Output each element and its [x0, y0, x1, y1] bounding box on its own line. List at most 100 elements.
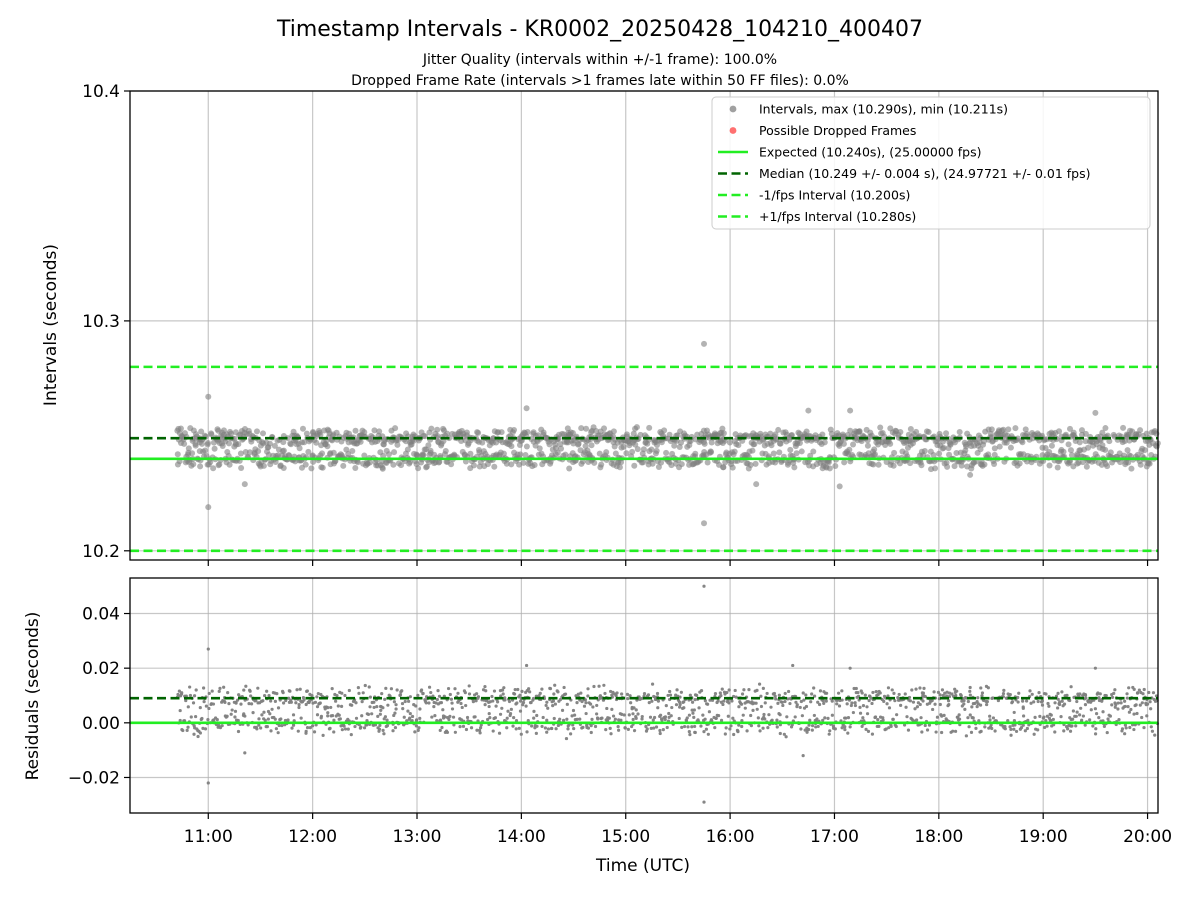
bottom-data-point	[516, 687, 520, 692]
bottom-data-point	[521, 700, 526, 705]
bottom-data-point	[242, 688, 246, 692]
bottom-data-point	[749, 724, 754, 728]
bottom-data-point	[940, 730, 944, 735]
bottom-data-point	[326, 714, 330, 718]
top-y-tick-label: 10.3	[82, 312, 120, 332]
bottom-data-point	[1124, 726, 1128, 730]
bottom-data-point	[754, 701, 758, 705]
top-data-point	[354, 440, 361, 447]
bottom-data-point	[710, 719, 714, 723]
legend-label: -1/fps Interval (10.200s)	[759, 188, 910, 203]
bottom-data-point	[553, 683, 557, 687]
bottom-data-point	[734, 695, 738, 699]
bottom-data-point	[1132, 727, 1136, 732]
bottom-data-point	[265, 724, 269, 729]
bottom-data-point	[889, 724, 893, 728]
top-data-point	[489, 439, 496, 446]
bottom-data-point	[589, 724, 593, 728]
bottom-data-point	[773, 694, 777, 698]
bottom-data-point	[314, 723, 318, 727]
bottom-data-point	[572, 726, 576, 731]
bottom-data-point	[611, 714, 616, 718]
bottom-data-point	[1046, 701, 1050, 706]
bottom-data-point	[535, 713, 539, 718]
bottom-data-point	[1145, 702, 1150, 706]
bottom-data-point	[1078, 713, 1082, 717]
bottom-data-point	[414, 704, 418, 708]
top-data-point	[253, 428, 260, 435]
top-data-point	[720, 464, 727, 471]
bottom-data-point	[305, 726, 310, 730]
bottom-data-point	[410, 714, 415, 719]
top-data-point	[407, 459, 414, 466]
bottom-data-point	[626, 697, 630, 701]
bottom-data-point	[725, 690, 729, 695]
bottom-data-point	[950, 692, 954, 696]
bottom-data-point	[906, 728, 911, 732]
bottom-data-point	[1069, 685, 1073, 689]
bottom-data-point	[518, 693, 522, 697]
top-data-point	[819, 431, 826, 438]
bottom-data-point	[870, 732, 875, 736]
bottom-data-point	[201, 726, 205, 730]
bottom-data-point	[622, 713, 626, 717]
bottom-data-point	[465, 715, 470, 720]
bottom-data-point	[1074, 714, 1078, 718]
bottom-data-point	[367, 685, 371, 689]
bottom-data-point	[804, 704, 809, 709]
bottom-data-point	[865, 705, 869, 709]
bottom-data-point	[1136, 691, 1140, 695]
bottom-data-point	[745, 729, 749, 733]
top-data-point	[787, 446, 794, 453]
bottom-data-point	[1038, 714, 1042, 718]
bottom-data-point	[496, 700, 500, 704]
bottom-data-point	[1029, 701, 1033, 705]
bottom-data-point	[1062, 729, 1066, 733]
bottom-data-point	[703, 717, 707, 721]
bottom-data-point	[464, 703, 468, 708]
bottom-data-point	[467, 692, 472, 696]
top-data-point	[846, 446, 853, 453]
bottom-data-point	[762, 712, 766, 717]
top-data-point	[257, 442, 264, 449]
bottom-data-point	[408, 712, 412, 716]
bottom-data-point	[1125, 692, 1129, 696]
top-data-point	[668, 462, 675, 469]
bottom-data-point	[666, 693, 670, 698]
bottom-data-point	[388, 694, 392, 698]
bottom-data-point	[1019, 726, 1024, 730]
bottom-data-point	[273, 699, 278, 703]
top-data-point	[298, 464, 305, 471]
bottom-data-point	[620, 712, 624, 717]
bottom-data-point	[610, 695, 614, 699]
bottom-data-point	[487, 712, 491, 716]
bottom-data-point	[362, 726, 367, 730]
bottom-data-point	[660, 718, 664, 722]
bottom-data-point	[724, 726, 728, 730]
bottom-data-point	[640, 717, 644, 721]
bottom-data-point	[584, 711, 588, 716]
legend: Intervals, max (10.290s), min (10.211s) P…	[711, 96, 1151, 230]
top-data-point	[821, 439, 828, 446]
bottom-data-point	[915, 705, 920, 709]
bottom-data-point	[595, 703, 599, 708]
bottom-data-point	[654, 725, 659, 729]
bottom-data-point	[934, 730, 938, 734]
bottom-data-point	[625, 692, 630, 696]
bottom-data-point	[507, 699, 512, 704]
top-data-point	[887, 425, 894, 432]
bottom-data-point	[453, 730, 457, 734]
bottom-data-point	[1068, 729, 1073, 733]
bottom-data-point	[884, 727, 888, 731]
bottom-data-point	[269, 699, 273, 703]
bottom-data-point	[699, 724, 703, 728]
top-data-point	[260, 462, 267, 469]
bottom-data-point	[732, 732, 736, 737]
bottom-data-point	[319, 692, 323, 697]
bottom-data-point	[491, 729, 495, 733]
bottom-data-point	[277, 723, 281, 728]
bottom-data-point	[266, 709, 271, 714]
bottom-data-point	[302, 698, 306, 702]
bottom-data-point	[891, 717, 895, 721]
top-data-point	[338, 452, 345, 459]
